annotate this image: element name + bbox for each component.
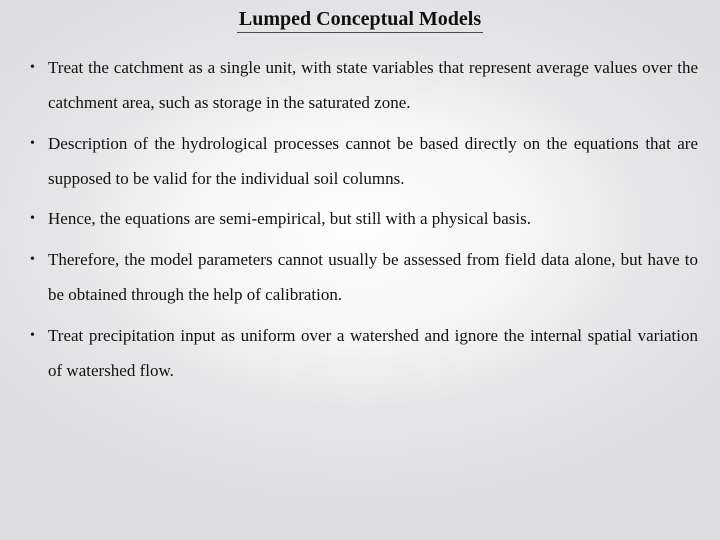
list-item: Therefore, the model parameters cannot u… [22, 243, 698, 313]
list-item: Hence, the equations are semi-empirical,… [22, 202, 698, 237]
list-item: Treat precipitation input as uniform ove… [22, 319, 698, 389]
bullet-list: Treat the catchment as a single unit, wi… [22, 51, 698, 389]
slide: Lumped Conceptual Models Treat the catch… [0, 0, 720, 540]
list-item: Description of the hydrological processe… [22, 127, 698, 197]
title-container: Lumped Conceptual Models [22, 8, 698, 35]
slide-content: Treat the catchment as a single unit, wi… [22, 51, 698, 530]
list-item: Treat the catchment as a single unit, wi… [22, 51, 698, 121]
slide-title: Lumped Conceptual Models [237, 8, 483, 33]
